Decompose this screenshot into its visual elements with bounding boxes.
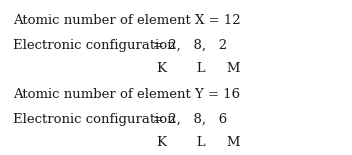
Text: Electronic configuration: Electronic configuration	[13, 113, 175, 126]
Text: Atomic number of element X = 12: Atomic number of element X = 12	[13, 14, 240, 27]
Text: Electronic configuration: Electronic configuration	[13, 39, 175, 52]
Text: = 2,   8,   6: = 2, 8, 6	[153, 113, 227, 126]
Text: = 2,   8,   2: = 2, 8, 2	[153, 39, 227, 52]
Text: K       L     M: K L M	[157, 62, 241, 75]
Text: K       L     M: K L M	[157, 136, 241, 149]
Text: Atomic number of element Y = 16: Atomic number of element Y = 16	[13, 88, 240, 101]
